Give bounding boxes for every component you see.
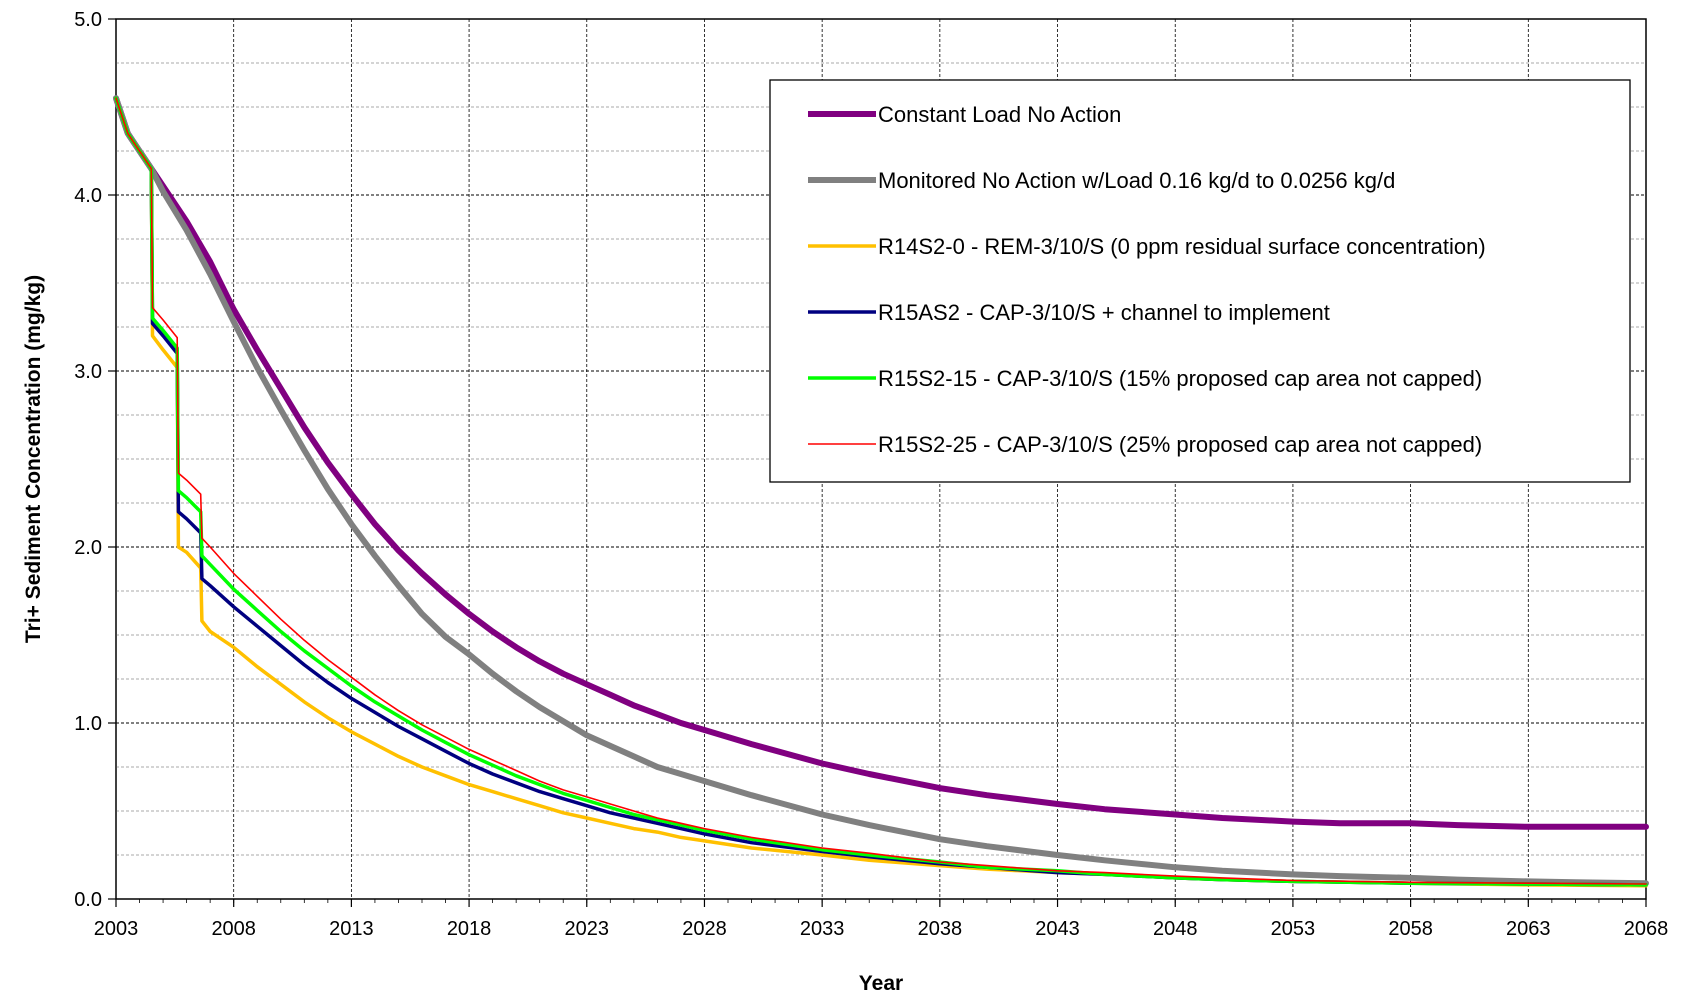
y-tick-label: 4.0 <box>74 185 102 207</box>
x-tick-label: 2023 <box>565 918 610 940</box>
y-tick-label: 2.0 <box>74 537 102 559</box>
x-tick-label: 2018 <box>447 918 492 940</box>
axes: 2003 2008 2013 2018 2023 2028 2033 2038 2043 2048… <box>74 9 1668 940</box>
x-tick-label: 2048 <box>1153 918 1198 940</box>
legend-label: R15S2-25 - CAP-3/10/S (25% proposed cap … <box>878 432 1482 457</box>
y-tick-label: 3.0 <box>74 361 102 383</box>
x-axis-title: Year <box>859 972 903 995</box>
y-tick-label: 0.0 <box>74 889 102 911</box>
series-line-6 <box>115 97 1647 885</box>
series-line-1 <box>113 95 1649 830</box>
x-tick-label: 2058 <box>1388 918 1433 940</box>
x-tick-label: 2038 <box>918 918 963 940</box>
legend-label: Constant Load No Action <box>878 102 1121 127</box>
legend-label: R15AS2 - CAP-3/10/S + channel to impleme… <box>878 300 1330 325</box>
x-tick-label: 2003 <box>94 918 139 940</box>
x-tick-label: 2028 <box>682 918 727 940</box>
x-tick-label: 2068 <box>1624 918 1669 940</box>
y-tick-label: 5.0 <box>74 9 102 31</box>
series-layer <box>113 95 1649 888</box>
x-tick-label: 2043 <box>1035 918 1080 940</box>
series-line-2 <box>113 95 1649 887</box>
x-tick-label: 2063 <box>1506 918 1551 940</box>
legend-box <box>769 79 1631 483</box>
series-line-5 <box>114 96 1648 887</box>
x-tick-label: 2053 <box>1271 918 1316 940</box>
y-axis-title: Tri+ Sediment Concentration (mg/kg) <box>22 275 45 643</box>
legend: Constant Load No Action Monitored No Acti… <box>769 79 1631 483</box>
y-tick-label: 1.0 <box>74 713 102 735</box>
legend-label: R15S2-15 - CAP-3/10/S (15% proposed cap … <box>878 366 1482 391</box>
x-tick-label: 2008 <box>211 918 256 940</box>
x-tick-label: 2013 <box>329 918 374 940</box>
legend-label: R14S2-0 - REM-3/10/S (0 ppm residual sur… <box>878 234 1486 259</box>
legend-label: Monitored No Action w/Load 0.16 kg/d to … <box>878 168 1395 193</box>
x-tick-label: 2033 <box>800 918 845 940</box>
